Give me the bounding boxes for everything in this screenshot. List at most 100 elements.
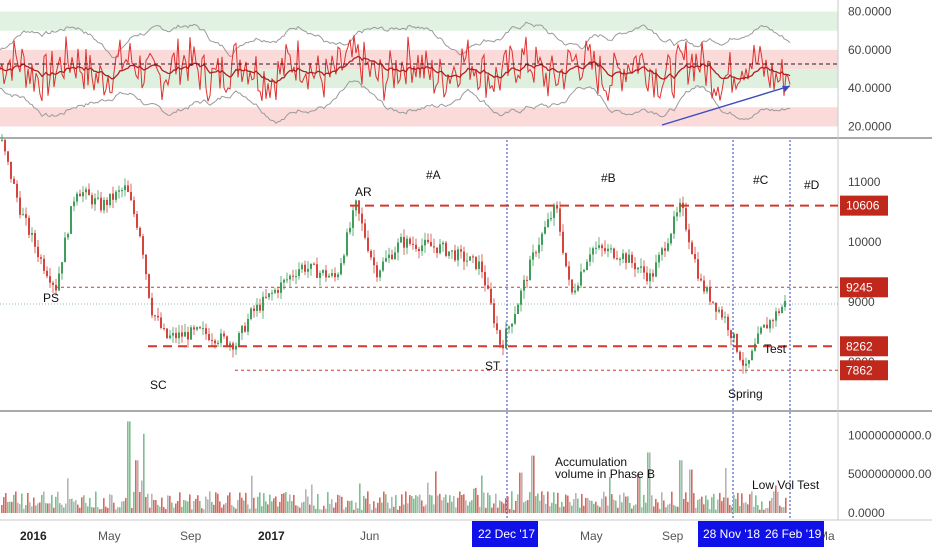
candle-body xyxy=(520,290,522,305)
candle-body xyxy=(148,274,150,298)
candle-body xyxy=(16,183,18,198)
candle-body xyxy=(232,343,234,350)
volume-bar xyxy=(673,504,675,513)
volume-bar xyxy=(703,504,705,513)
volume-bar xyxy=(23,508,25,513)
volume-bar xyxy=(765,508,767,513)
volume-bar xyxy=(567,495,569,513)
volume-bar xyxy=(633,505,635,513)
candle-body xyxy=(667,243,669,251)
candle-body xyxy=(94,198,96,205)
volume-bar xyxy=(119,507,121,513)
volume-bar xyxy=(255,508,257,513)
price-tag-box-9245 xyxy=(840,277,888,298)
volume-bar xyxy=(565,494,567,513)
volume-bar xyxy=(171,502,173,513)
candle-body xyxy=(1,139,3,141)
volume-bar xyxy=(339,495,341,513)
volume-bar xyxy=(291,501,293,513)
volume-bar xyxy=(139,492,141,513)
volume-bar xyxy=(761,501,763,513)
volume-bar xyxy=(11,501,13,513)
candle-body xyxy=(724,316,726,318)
volume-bar xyxy=(767,507,769,513)
volume-bar xyxy=(665,507,667,513)
oscillator-lower-band xyxy=(0,80,790,125)
candle-body xyxy=(685,208,687,230)
volume-bar xyxy=(93,507,95,513)
candle-body xyxy=(670,233,672,244)
candle-body xyxy=(325,270,327,278)
candle-body xyxy=(409,238,411,244)
volume-bar xyxy=(3,497,5,513)
candle-body xyxy=(700,278,702,281)
volume-bar xyxy=(217,493,219,513)
candle-body xyxy=(745,363,747,366)
oscillator-upper-band xyxy=(0,21,791,59)
volume-bar xyxy=(599,506,601,513)
volume-bar xyxy=(611,494,613,513)
volume-bar xyxy=(641,507,643,513)
candle-body xyxy=(391,254,393,260)
candle-body xyxy=(778,311,780,313)
volume-bar xyxy=(67,478,69,513)
volume-bar xyxy=(105,506,107,513)
volume-bar xyxy=(533,455,535,513)
candle-body xyxy=(196,327,198,330)
volume-bar xyxy=(449,495,451,513)
volume-bar xyxy=(317,494,319,513)
volume-bar xyxy=(43,491,45,513)
volume-bar xyxy=(125,498,127,513)
volume-bar xyxy=(355,502,357,513)
x-tick-may-2018: May xyxy=(580,529,603,543)
candle-body xyxy=(202,328,204,330)
candle-body xyxy=(118,190,120,192)
volume-bar xyxy=(671,491,673,513)
candle-body xyxy=(652,273,654,277)
price-tags: 10606 9245 8262 7862 xyxy=(840,195,888,381)
candle-body xyxy=(514,313,516,324)
candle-body xyxy=(457,249,459,261)
candle-body xyxy=(361,213,363,224)
volume-bar xyxy=(279,501,281,513)
volume-bar xyxy=(253,497,255,513)
candle-body xyxy=(46,270,48,277)
volume-bar xyxy=(277,506,279,513)
volume-bar xyxy=(515,501,517,513)
candle-body xyxy=(382,261,384,271)
volume-bar xyxy=(413,498,415,513)
volume-bar xyxy=(411,496,413,513)
price-tag-box-7862 xyxy=(840,360,888,381)
volume-bar xyxy=(779,505,781,513)
volume-bar xyxy=(41,494,43,513)
candle-body xyxy=(730,330,732,339)
volume-bar xyxy=(87,506,89,513)
volume-y-axis: 10000000000.0000 5000000000.0000 0.0000 xyxy=(848,428,932,520)
candle-body xyxy=(229,343,231,346)
volume-bar xyxy=(713,493,715,513)
candle-body xyxy=(121,190,123,192)
volume-bar xyxy=(237,499,239,513)
date-box-26-feb-19 xyxy=(762,521,824,547)
volume-bar xyxy=(433,504,435,513)
candle-body xyxy=(103,199,105,211)
candle-body xyxy=(664,248,666,251)
volume-bar xyxy=(117,507,119,513)
candle-body xyxy=(766,324,768,329)
candle-body xyxy=(106,199,108,205)
candle-body xyxy=(364,223,366,238)
volume-bar xyxy=(9,501,11,513)
volume-bar xyxy=(71,498,73,513)
volume-bar xyxy=(759,509,761,513)
volume-bar xyxy=(677,506,679,513)
volume-bar xyxy=(131,508,133,513)
volume-bar xyxy=(101,508,103,513)
volume-bar xyxy=(683,498,685,513)
candle-body xyxy=(187,332,189,340)
volume-bar xyxy=(577,498,579,513)
candle-body xyxy=(67,233,69,238)
candle-body xyxy=(583,269,585,272)
candle-body xyxy=(757,333,759,344)
price-tag-label-7862: 7862 xyxy=(846,363,873,377)
